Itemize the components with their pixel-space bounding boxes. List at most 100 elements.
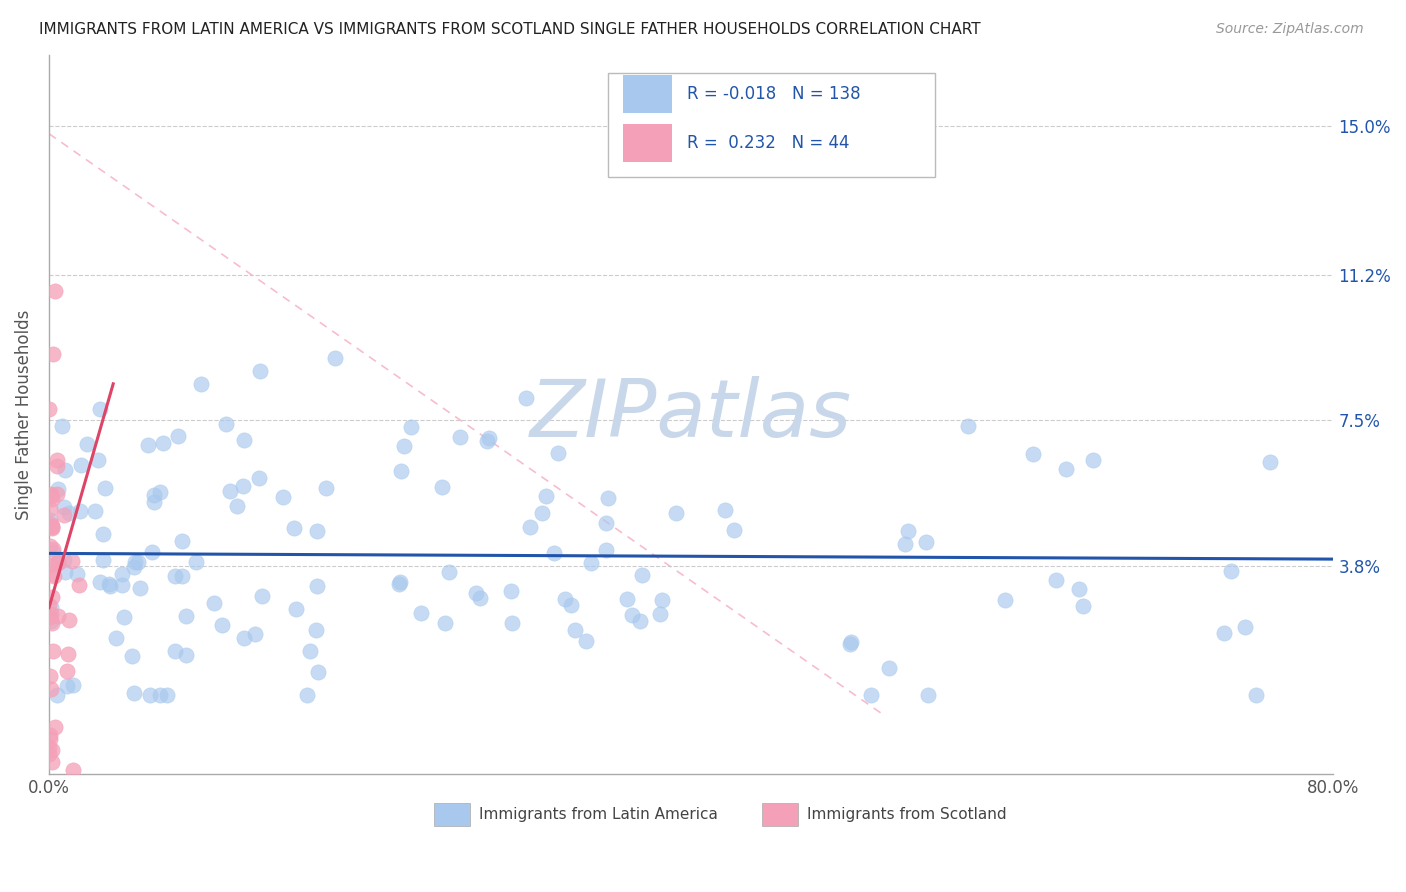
Point <box>58 613 80 627</box>
Point <box>665 506 688 520</box>
Point <box>219 484 242 499</box>
Point <box>38 669 60 683</box>
Point <box>41 756 63 770</box>
Point <box>51 418 73 433</box>
Point <box>394 439 416 453</box>
Point <box>174 648 197 662</box>
Point <box>388 577 411 591</box>
Point <box>1220 564 1243 578</box>
Point <box>531 506 554 520</box>
Point <box>89 401 111 416</box>
Text: IMMIGRANTS FROM LATIN AMERICA VS IMMIGRANTS FROM SCOTLAND SINGLE FATHER HOUSEHOL: IMMIGRANTS FROM LATIN AMERICA VS IMMIGRA… <box>39 22 981 37</box>
Point <box>1045 574 1067 588</box>
Point <box>136 438 159 452</box>
Point <box>45 487 67 501</box>
Point <box>225 500 247 514</box>
Point <box>233 632 256 646</box>
Point <box>39 501 62 516</box>
Point <box>124 555 146 569</box>
Point <box>122 559 145 574</box>
Point <box>501 616 523 631</box>
Point <box>1081 453 1104 467</box>
Point <box>98 579 121 593</box>
Point <box>46 483 69 497</box>
Point <box>152 436 174 450</box>
Point <box>38 728 60 742</box>
Point <box>41 566 63 581</box>
Point <box>41 591 63 605</box>
Point <box>283 521 305 535</box>
Point <box>56 679 79 693</box>
Point <box>839 635 862 649</box>
Point <box>93 481 115 495</box>
Point <box>41 521 63 535</box>
Point <box>621 608 644 623</box>
Point <box>648 607 671 621</box>
Point <box>575 634 598 648</box>
Point <box>1067 582 1090 596</box>
Point <box>41 491 63 506</box>
Point <box>53 565 76 579</box>
Point <box>631 568 654 582</box>
Point <box>139 689 162 703</box>
Bar <box>434 803 470 826</box>
Point <box>897 524 920 539</box>
Point <box>190 377 212 392</box>
Point <box>41 519 63 533</box>
Point <box>299 644 322 658</box>
Point <box>39 607 62 621</box>
Point <box>121 648 143 663</box>
Point <box>389 464 412 478</box>
Point <box>515 392 537 406</box>
Point <box>519 520 541 534</box>
Point <box>1213 626 1236 640</box>
Point <box>38 599 60 613</box>
Point <box>560 598 582 612</box>
Text: ZIPatlas: ZIPatlas <box>530 376 852 454</box>
Point <box>477 434 499 448</box>
Point <box>628 615 651 629</box>
Point <box>994 593 1017 607</box>
Point <box>38 609 60 624</box>
Point <box>598 491 620 505</box>
Point <box>149 485 172 500</box>
Point <box>305 524 328 538</box>
Point <box>184 555 207 569</box>
Point <box>46 688 69 702</box>
Point <box>915 535 938 549</box>
FancyBboxPatch shape <box>607 73 935 178</box>
Point <box>174 608 197 623</box>
Point <box>91 552 114 566</box>
Point <box>122 685 145 699</box>
Point <box>56 647 79 661</box>
Point <box>39 682 62 697</box>
Point <box>38 401 60 416</box>
Point <box>232 434 254 448</box>
Point <box>211 618 233 632</box>
Point <box>315 481 337 495</box>
Point <box>62 678 84 692</box>
Text: R =  0.232   N = 44: R = 0.232 N = 44 <box>688 134 849 152</box>
Point <box>39 517 62 532</box>
Point <box>305 623 328 637</box>
Point <box>956 419 979 434</box>
Point <box>42 541 65 556</box>
Point <box>53 463 76 477</box>
Point <box>69 503 91 517</box>
Point <box>307 665 329 680</box>
Point <box>1233 620 1256 634</box>
Point <box>1022 447 1045 461</box>
Point <box>44 569 66 583</box>
Point <box>723 523 745 537</box>
Point <box>163 569 186 583</box>
Point <box>55 664 77 678</box>
Point <box>243 627 266 641</box>
Point <box>111 566 134 581</box>
Point <box>595 516 617 531</box>
Point <box>215 417 238 432</box>
Point <box>547 445 569 459</box>
Point <box>464 586 486 600</box>
Point <box>52 553 75 567</box>
Text: Immigrants from Latin America: Immigrants from Latin America <box>479 806 718 822</box>
Point <box>45 458 67 473</box>
